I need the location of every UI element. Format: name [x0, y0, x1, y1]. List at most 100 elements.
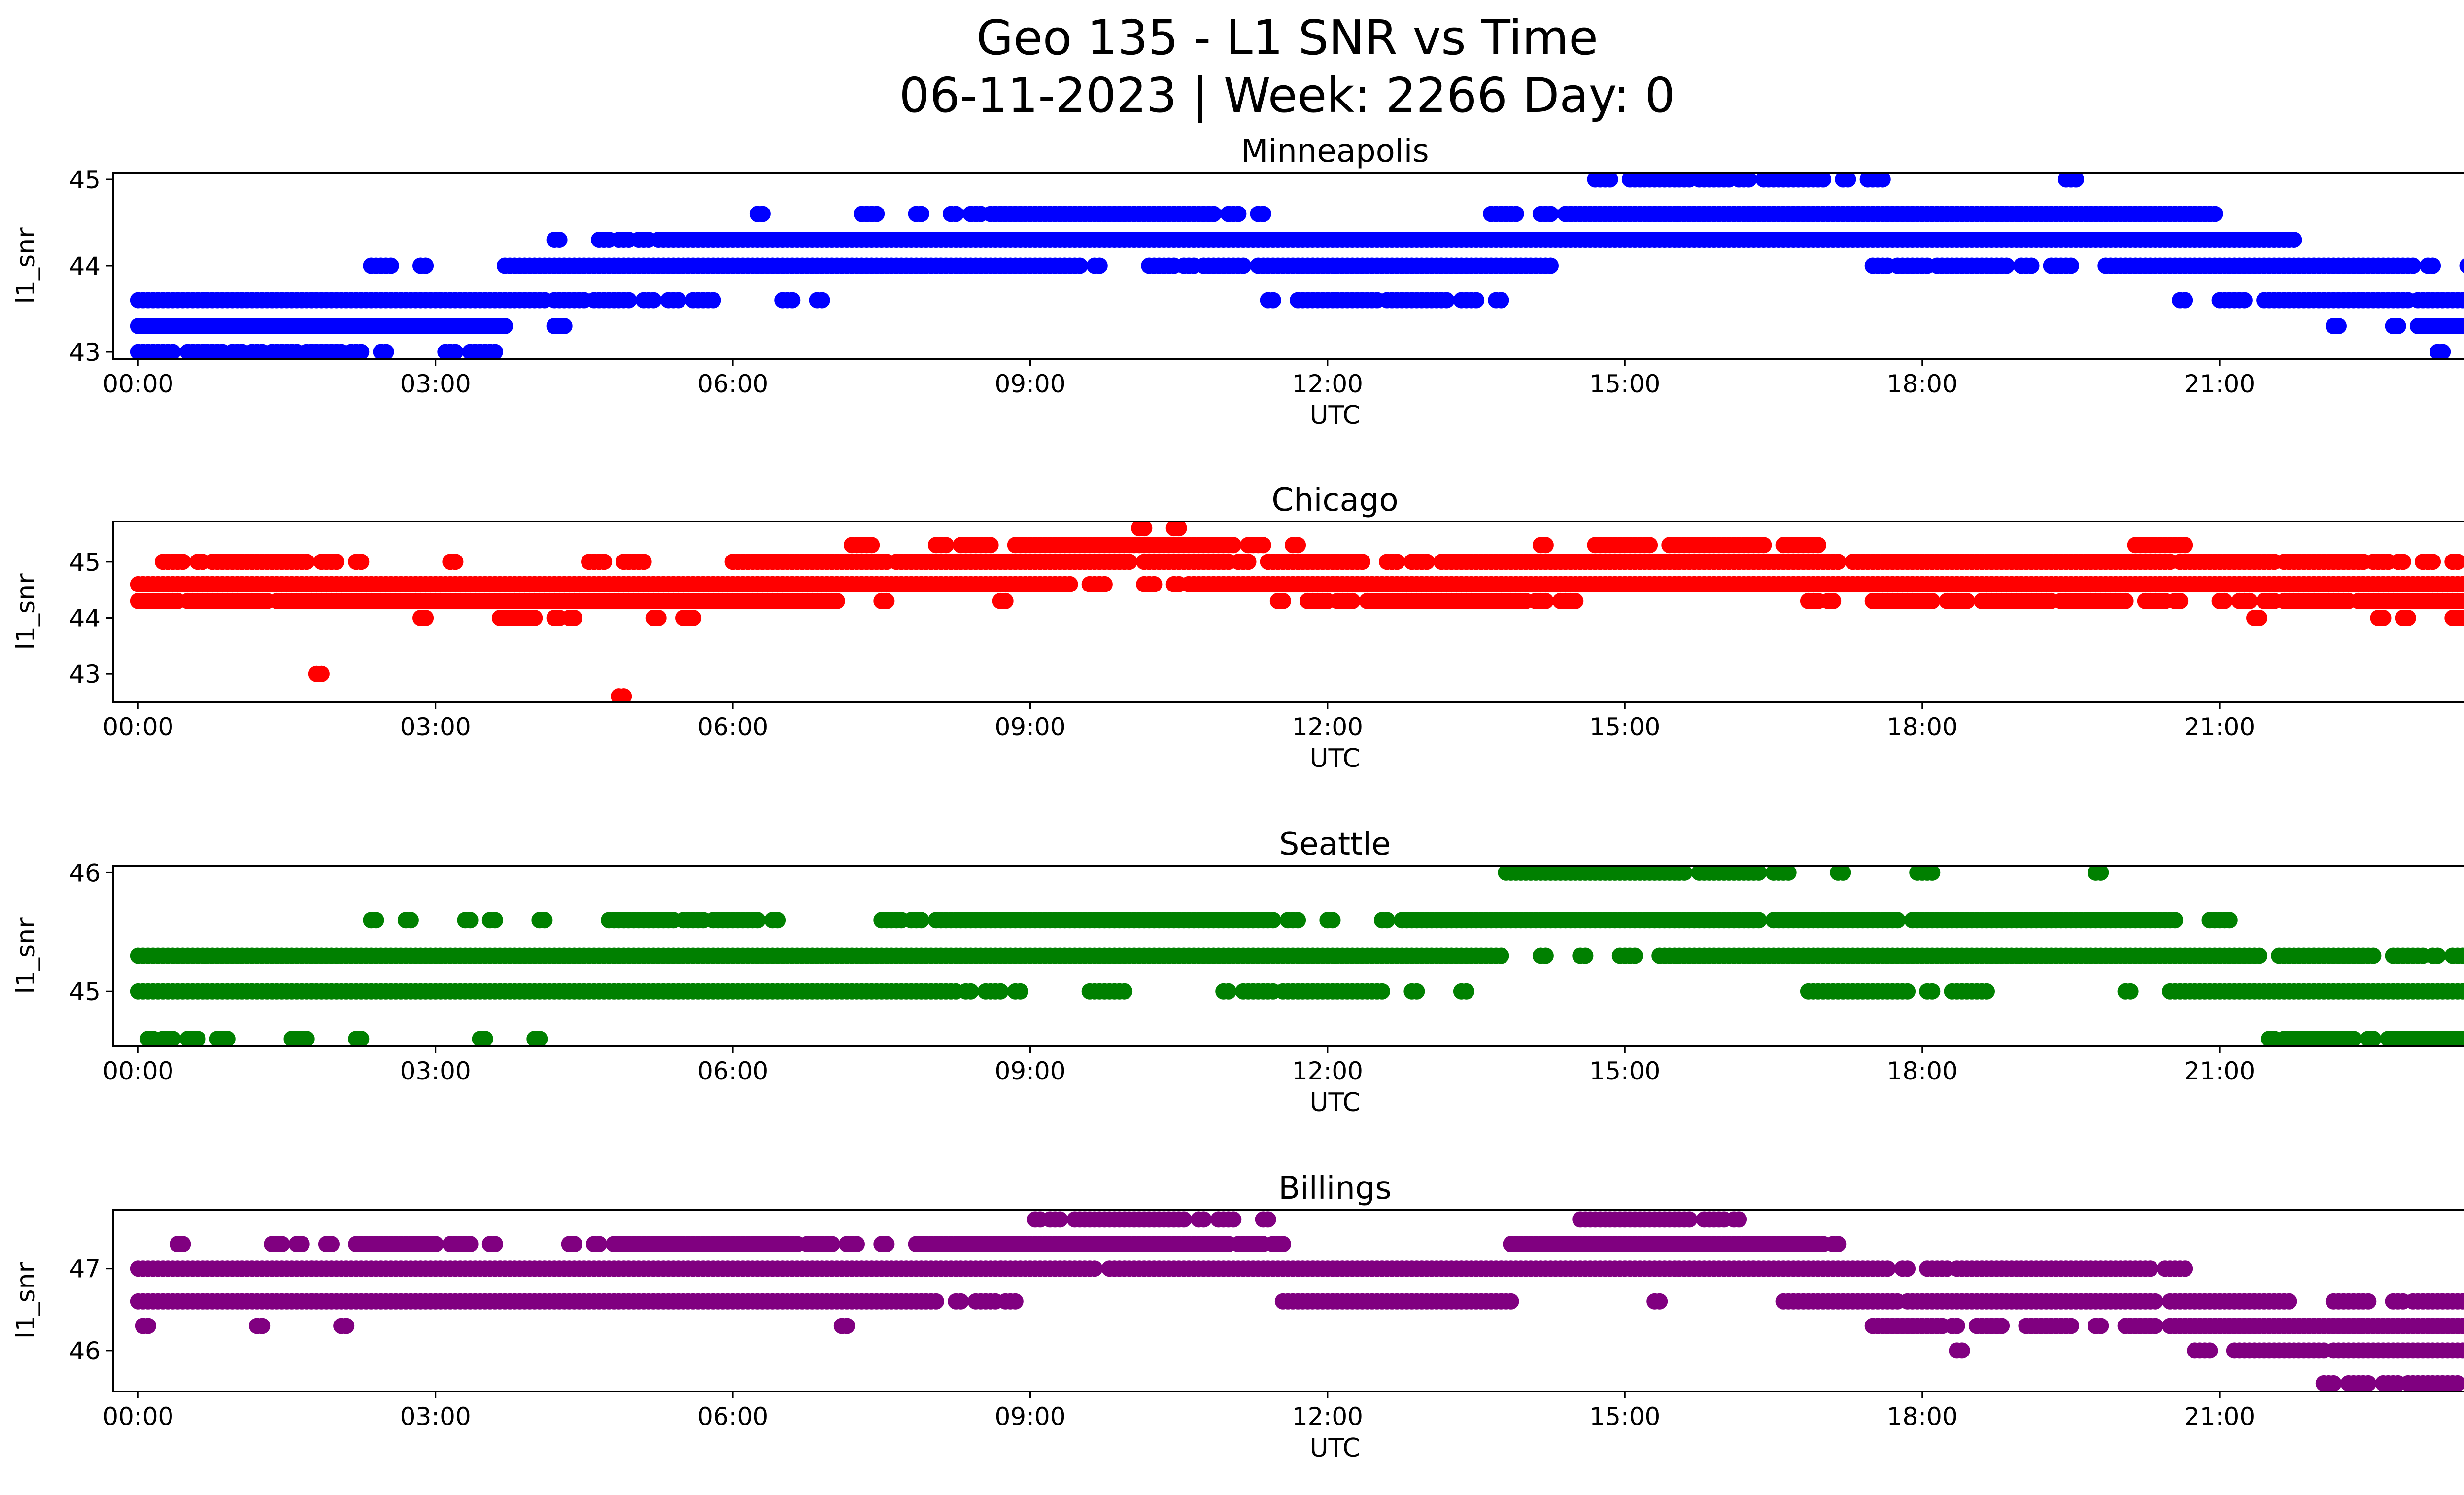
data-point: [1899, 1260, 1916, 1277]
data-point: [2062, 257, 2079, 274]
x-tick-label: 03:00: [400, 713, 471, 741]
data-point: [953, 1293, 969, 1310]
scatter-series: [130, 173, 2464, 359]
figure-title-line1: Geo 135 - L1 SNR vs Time: [976, 10, 1598, 66]
data-point: [427, 1236, 444, 1252]
data-point: [1924, 983, 1941, 1000]
data-point: [2122, 983, 2139, 1000]
data-point: [402, 912, 419, 929]
x-tick-label: 18:00: [1887, 713, 1958, 741]
data-point: [368, 912, 384, 929]
data-point: [849, 1236, 865, 1252]
data-point: [1235, 257, 1252, 274]
data-point: [1116, 983, 1133, 1000]
data-point: [913, 912, 929, 929]
data-point: [353, 344, 370, 359]
data-point: [1007, 1293, 1024, 1310]
data-point: [1265, 292, 1281, 309]
data-point: [353, 554, 370, 570]
figure-title-line2: 06-11-2023 | Week: 2266 Day: 0: [899, 68, 1676, 124]
data-point: [2434, 344, 2451, 359]
data-point: [2360, 1375, 2377, 1391]
data-point: [2459, 293, 2464, 308]
y-axis-label: l1_snr: [11, 227, 41, 304]
x-tick-label: 12:00: [1292, 713, 1363, 741]
data-point: [1810, 537, 1826, 554]
data-point: [1542, 206, 1559, 222]
data-point: [620, 292, 637, 309]
data-point: [1949, 1318, 1965, 1334]
data-point: [139, 1318, 156, 1334]
data-point: [2147, 1318, 2163, 1334]
data-point: [486, 912, 503, 929]
data-point: [1230, 206, 1247, 222]
data-point: [313, 665, 330, 682]
data-point: [754, 206, 771, 222]
data-point: [1205, 206, 1222, 222]
data-point: [1874, 173, 1891, 188]
data-point: [254, 1318, 271, 1334]
data-point: [2142, 1260, 2158, 1277]
data-point: [927, 1293, 944, 1310]
data-point: [1542, 257, 1559, 274]
x-tick-label: 15:00: [1589, 1057, 1660, 1085]
data-point: [486, 1236, 503, 1252]
data-point: [1750, 912, 1767, 929]
x-tick-label: 03:00: [400, 1057, 471, 1085]
data-point: [566, 1236, 582, 1252]
scatter-series: [130, 522, 2464, 702]
data-point: [1979, 983, 1995, 1000]
data-point: [992, 983, 1009, 1000]
data-point: [2459, 1319, 2464, 1333]
data-point: [2449, 554, 2464, 570]
data-point: [962, 983, 979, 1000]
data-point: [1458, 983, 1474, 1000]
data-point: [382, 257, 399, 274]
data-point: [2068, 173, 2084, 188]
scatter-series: [130, 866, 2464, 1046]
data-point: [2454, 1031, 2464, 1046]
data-point: [497, 318, 513, 334]
data-point: [823, 1236, 840, 1252]
data-point: [1602, 173, 1618, 188]
scatter-series: [130, 1211, 2464, 1391]
data-point: [1438, 292, 1455, 309]
data-point: [948, 206, 964, 222]
data-point: [1924, 866, 1941, 881]
data-point: [1642, 537, 1658, 554]
data-point: [1091, 257, 1108, 274]
data-point: [353, 1031, 370, 1046]
data-point: [2404, 257, 2421, 274]
data-point: [447, 344, 464, 359]
data-point: [2286, 232, 2302, 248]
data-point: [1265, 912, 1281, 929]
data-point: [1750, 866, 1767, 881]
data-point: [1537, 592, 1554, 609]
data-point: [1324, 912, 1341, 929]
data-point: [1953, 1342, 1970, 1359]
data-point: [477, 1031, 493, 1046]
data-point: [2177, 292, 2193, 309]
data-point: [1379, 912, 1396, 929]
data-point: [878, 1236, 895, 1252]
data-point: [2206, 206, 2223, 222]
data-point: [1121, 554, 1138, 570]
data-point: [1993, 1318, 2010, 1334]
data-point: [1676, 866, 1693, 881]
data-point: [174, 554, 191, 570]
axes-frame: [112, 865, 2464, 1047]
data-point: [1374, 983, 1390, 1000]
y-tick-label: 44: [69, 604, 101, 633]
data-point: [1835, 866, 1851, 881]
data-point: [566, 610, 582, 626]
subplot-title: Minneapolis: [1241, 133, 1429, 170]
data-point: [2390, 318, 2406, 334]
x-tick-label: 00:00: [103, 713, 173, 741]
x-tick-label: 09:00: [994, 713, 1065, 741]
data-point: [1389, 554, 1405, 570]
x-tick-label: 00:00: [103, 370, 173, 398]
